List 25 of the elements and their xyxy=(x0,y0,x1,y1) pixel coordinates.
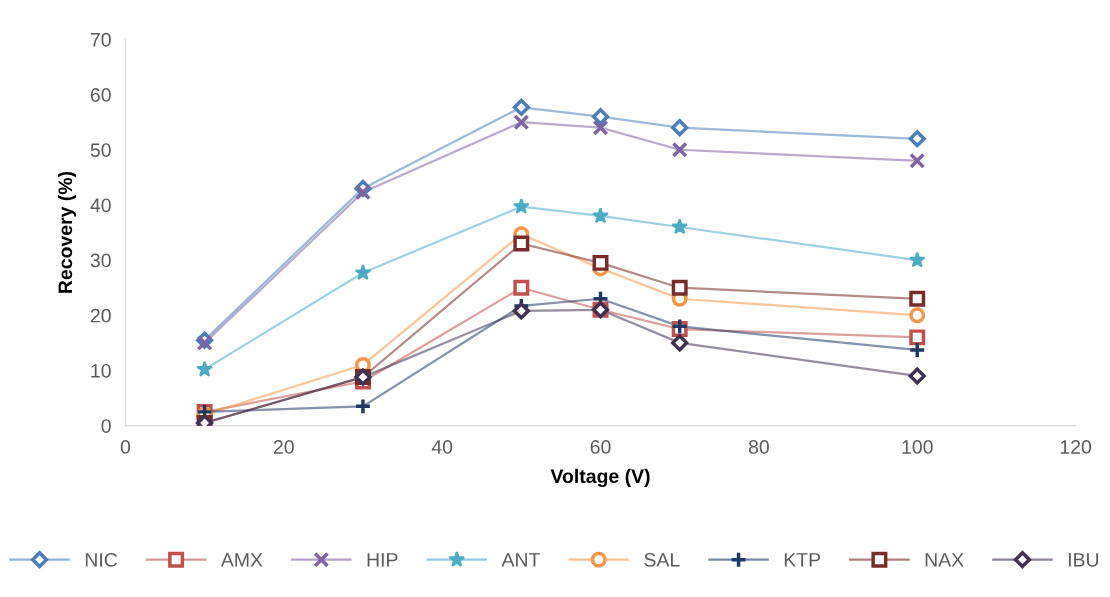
legend-label: AMX xyxy=(220,553,263,567)
legend-label: ANT xyxy=(501,553,540,567)
legend-label: IBU xyxy=(1068,553,1099,567)
legend-label: NIC xyxy=(85,552,118,567)
y-tick-label: 10 xyxy=(91,363,111,378)
y-tick-label: 40 xyxy=(90,198,111,213)
x-tick-label: 60 xyxy=(590,440,611,454)
y-tick-label: 30 xyxy=(90,253,111,268)
y-tick-label: 60 xyxy=(90,88,111,102)
y-tick-label: 50 xyxy=(90,143,111,157)
x-tick-label: 100 xyxy=(902,440,933,454)
y-tick-label: 20 xyxy=(90,308,111,323)
x-tick-label: 80 xyxy=(748,440,769,454)
legend-label: HIP xyxy=(367,553,398,567)
x-tick-label: 20 xyxy=(273,440,294,454)
legend-label: SAL xyxy=(644,552,680,567)
legend-label: KTP xyxy=(784,553,821,567)
x-tick-label: 120 xyxy=(1060,440,1092,454)
x-axis-title: Voltage (V) xyxy=(550,468,650,487)
y-tick-label: 70 xyxy=(90,32,111,47)
x-tick-label: 40 xyxy=(431,440,453,454)
y-axis-title: Recovery (%) xyxy=(57,171,77,293)
x-tick-label: 0 xyxy=(120,440,131,454)
y-tick-label: 0 xyxy=(101,419,111,433)
legend-label: NAX xyxy=(925,553,964,567)
